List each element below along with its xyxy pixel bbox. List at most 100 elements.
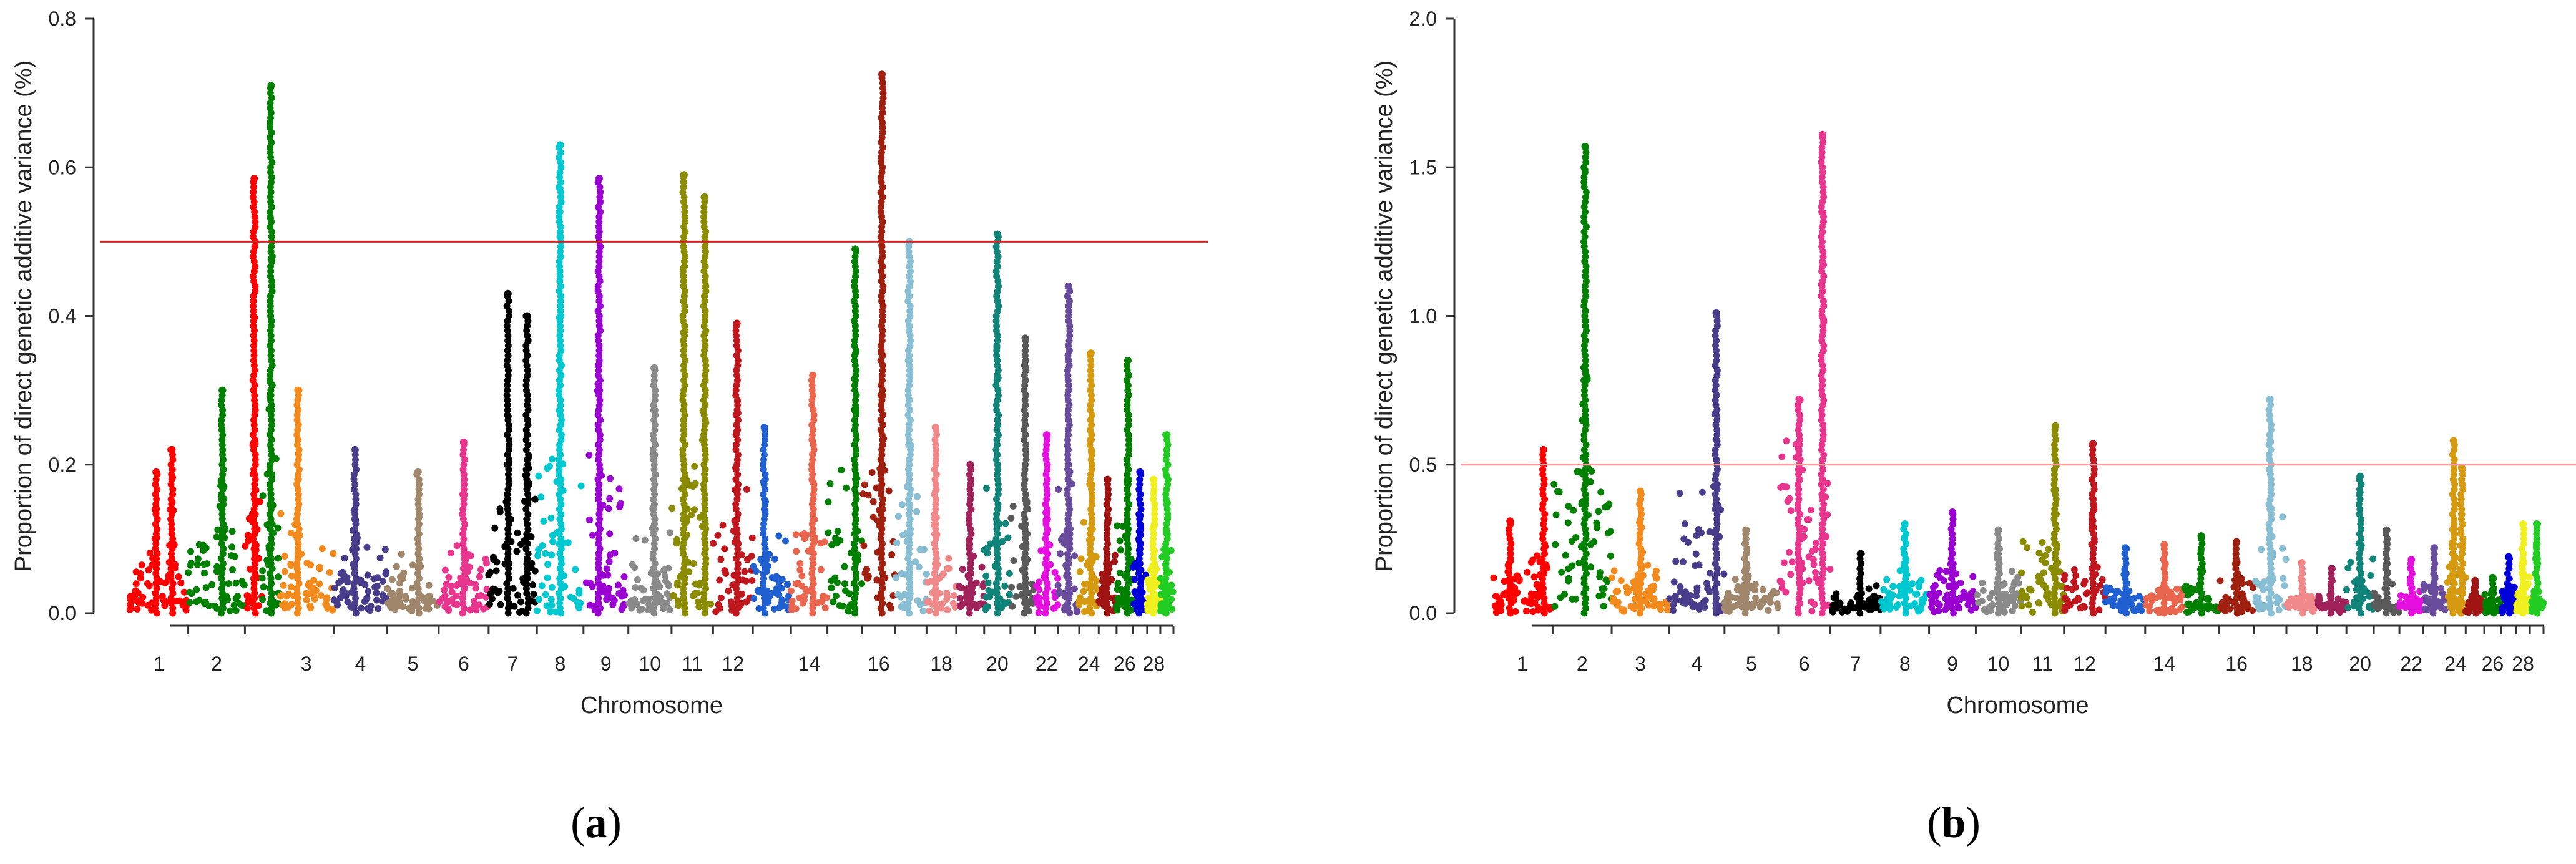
snp-point xyxy=(640,586,647,594)
snp-point xyxy=(409,561,416,569)
snp-point xyxy=(2241,598,2248,605)
snp-point xyxy=(2315,592,2323,599)
snp-peak-point xyxy=(556,218,563,226)
snp-peak-point xyxy=(595,357,603,364)
snp-point xyxy=(2110,595,2117,602)
snp-peak-point xyxy=(352,500,360,508)
snp-peak-point xyxy=(415,590,422,597)
snp-point xyxy=(287,561,295,568)
snp-point xyxy=(2082,590,2090,598)
snp-peak-point xyxy=(460,500,468,508)
snp-peak-point xyxy=(267,426,275,434)
chromosome-series-18 xyxy=(924,424,960,617)
snp-point xyxy=(1836,601,1844,609)
snp-peak-point xyxy=(556,466,563,473)
snp-point xyxy=(288,601,295,608)
peak-top-point xyxy=(218,386,227,394)
snp-peak-point xyxy=(152,545,159,553)
x-tick-label: 5 xyxy=(408,653,419,675)
snp-peak-point xyxy=(415,609,423,617)
snp-point xyxy=(1808,507,1814,514)
snp-point xyxy=(916,546,924,553)
snp-point xyxy=(1524,568,1531,576)
snp-point xyxy=(833,579,841,586)
snp-point xyxy=(1144,600,1151,608)
snp-point xyxy=(287,583,295,591)
snp-point xyxy=(316,565,323,573)
snp-peak-point xyxy=(524,604,532,612)
peak-top-point xyxy=(1581,142,1589,150)
snp-peak-point xyxy=(350,476,358,483)
snp-point xyxy=(364,605,371,613)
chromosome-series-11 xyxy=(668,171,715,617)
snp-point xyxy=(2099,576,2106,583)
snp-point xyxy=(2017,594,2025,601)
snp-peak-point xyxy=(415,595,423,602)
peak-top-point xyxy=(267,82,275,90)
snp-peak-point xyxy=(267,352,275,359)
snp-point xyxy=(533,607,541,614)
snp-peak-point xyxy=(504,604,512,612)
snp-point xyxy=(1572,595,1579,603)
snp-point xyxy=(1787,507,1795,515)
chromosome-series-16 xyxy=(2216,538,2256,617)
snp-point xyxy=(1008,583,1015,591)
snp-point xyxy=(357,579,365,586)
snp-peak-point xyxy=(557,298,564,305)
snp-point xyxy=(445,607,452,614)
peak-top-point xyxy=(878,70,886,79)
snp-peak-point xyxy=(504,505,511,513)
snp-peak-point xyxy=(523,481,531,488)
snp-point xyxy=(277,510,285,517)
snp-point xyxy=(828,585,835,591)
snp-point xyxy=(400,569,408,576)
snp-peak-point xyxy=(168,530,175,538)
snp-point xyxy=(632,584,639,591)
snp-point xyxy=(615,581,622,589)
snp-peak-point xyxy=(249,193,257,201)
snp-peak-point xyxy=(268,421,275,429)
snp-point xyxy=(364,571,371,579)
snp-peak-point xyxy=(250,183,257,191)
chromosome-series-15 xyxy=(2181,532,2221,617)
snp-peak-point xyxy=(595,218,603,226)
snp-point xyxy=(913,508,921,515)
snp-point xyxy=(1813,540,1820,547)
snp-point xyxy=(2019,538,2027,545)
snp-point xyxy=(950,592,957,599)
snp-peak-point xyxy=(252,461,259,468)
snp-point xyxy=(132,580,140,588)
snp-point xyxy=(514,591,521,599)
snp-peak-point xyxy=(168,500,175,508)
snp-point xyxy=(632,535,640,542)
snp-peak-point xyxy=(680,352,687,359)
snp-point xyxy=(208,581,216,588)
snp-peak-point xyxy=(524,575,531,582)
snp-peak-point xyxy=(351,540,358,548)
snp-peak-point xyxy=(251,570,258,577)
snp-peak-point xyxy=(506,426,512,434)
snp-peak-point xyxy=(268,580,275,587)
snp-peak-point xyxy=(268,178,275,186)
chromosome-series-13 xyxy=(2102,544,2149,617)
snp-peak-point xyxy=(557,163,565,171)
chromosome-series-14 xyxy=(788,371,830,617)
snp-peak-point xyxy=(250,342,257,349)
peak-top-point xyxy=(556,141,564,149)
snp-point xyxy=(379,598,386,605)
snp-peak-point xyxy=(267,168,274,176)
snp-point xyxy=(586,601,594,609)
snp-point xyxy=(2024,544,2031,551)
snp-peak-point xyxy=(295,500,303,508)
snp-peak-point xyxy=(700,213,708,221)
snp-point xyxy=(2258,546,2265,553)
snp-point xyxy=(1912,590,1919,598)
snp-peak-point xyxy=(649,570,657,577)
snp-peak-point xyxy=(680,421,687,429)
snp-point xyxy=(716,576,723,584)
snp-point xyxy=(1114,595,1122,602)
snp-peak-point xyxy=(595,486,602,493)
snp-point xyxy=(1608,574,1615,581)
snp-point xyxy=(229,566,237,573)
snp-peak-point xyxy=(702,525,710,533)
